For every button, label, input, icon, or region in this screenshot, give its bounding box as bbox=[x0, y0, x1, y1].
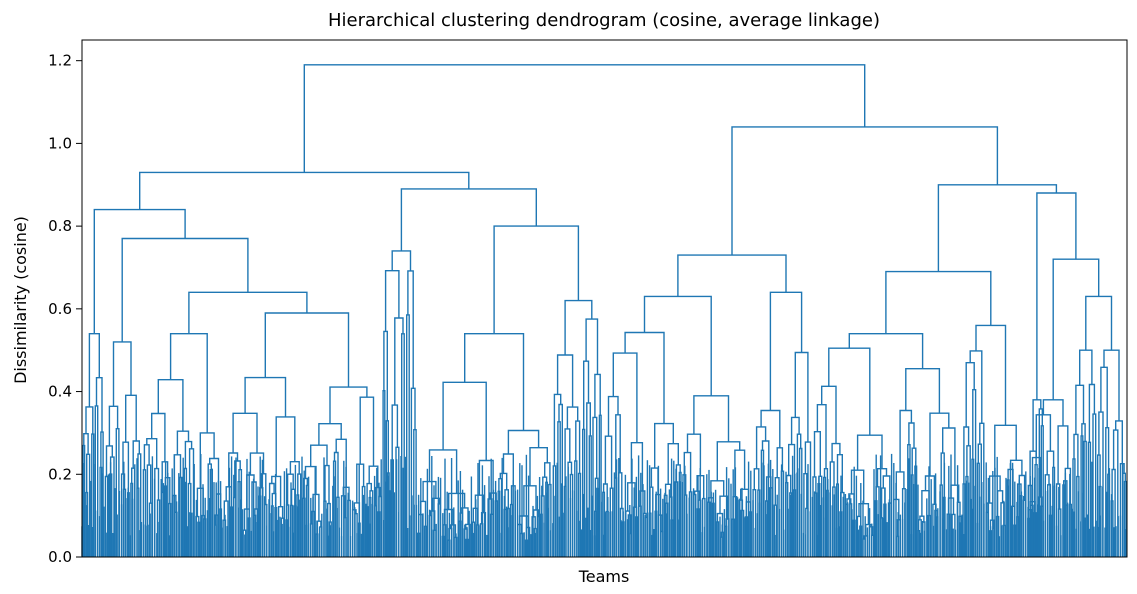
dendrogram-link bbox=[643, 295, 712, 396]
dendrogram-link bbox=[502, 453, 514, 486]
dendrogram-link bbox=[1103, 349, 1120, 421]
dendrogram-link bbox=[232, 412, 258, 454]
dendrogram-link bbox=[564, 299, 593, 355]
dendrogram-link bbox=[184, 440, 193, 469]
dendrogram-link bbox=[612, 352, 638, 443]
dendrogram-link bbox=[760, 409, 781, 448]
dendrogram-link bbox=[290, 488, 296, 507]
dendrogram-link bbox=[816, 404, 827, 469]
dendrogram-link bbox=[384, 270, 400, 332]
dendrogram-link bbox=[1115, 420, 1123, 464]
dendrogram-link bbox=[821, 385, 837, 444]
dendrogram-link bbox=[929, 412, 950, 476]
dendrogram-link bbox=[275, 416, 296, 477]
dendrogram-link bbox=[848, 333, 924, 369]
dendrogram-link bbox=[788, 443, 796, 490]
dendrogram-link bbox=[769, 291, 803, 411]
dendrogram-link bbox=[151, 412, 166, 462]
dendrogram-link bbox=[753, 468, 760, 491]
dendrogram-link bbox=[731, 126, 999, 256]
dendrogram-link bbox=[400, 188, 537, 251]
dendrogram-link bbox=[249, 452, 265, 475]
plot-frame bbox=[81, 39, 1128, 558]
dendrogram-link bbox=[329, 386, 368, 424]
dendrogram-link bbox=[139, 171, 470, 210]
dendrogram-link bbox=[856, 434, 883, 471]
dendrogram-link bbox=[504, 489, 509, 510]
dendrogram-link bbox=[716, 441, 741, 481]
dendrogram-link bbox=[1100, 366, 1108, 428]
dendrogram-link bbox=[125, 394, 137, 443]
y-tick-label: 1.2 bbox=[48, 52, 72, 70]
dendrogram-link bbox=[85, 406, 94, 435]
y-tick-label: 0.2 bbox=[48, 465, 72, 483]
dendrogram-link bbox=[442, 381, 487, 461]
dendrogram-link bbox=[88, 333, 100, 407]
dendrogram-link bbox=[105, 445, 113, 477]
dendrogram-link bbox=[876, 468, 888, 487]
dendrogram-link bbox=[828, 347, 871, 436]
dendrogram-link bbox=[1079, 349, 1093, 386]
dendrogram-link bbox=[885, 270, 992, 334]
dendrogram-link bbox=[556, 354, 574, 408]
dendrogram-link bbox=[813, 431, 821, 477]
x-axis-label: Teams bbox=[578, 567, 630, 586]
dendrogram-links bbox=[81, 64, 1127, 557]
dendrogram-link bbox=[996, 490, 1004, 517]
dendrogram-link bbox=[677, 254, 787, 297]
dendrogram-link bbox=[157, 379, 184, 432]
dendrogram-link bbox=[244, 376, 287, 417]
y-tick-label: 0.6 bbox=[48, 300, 72, 318]
dendrogram-link bbox=[176, 430, 190, 455]
dendrogram-link bbox=[654, 422, 674, 469]
dendrogram-link bbox=[324, 464, 330, 504]
dendrogram-link bbox=[686, 433, 702, 476]
dendrogram-link bbox=[794, 351, 809, 443]
dendrogram-link bbox=[921, 490, 930, 517]
dendrogram-link bbox=[831, 442, 841, 462]
dendrogram-link bbox=[604, 435, 613, 489]
dendrogram-link bbox=[1085, 295, 1113, 351]
dendrogram-link bbox=[112, 341, 132, 407]
dendrogram-link bbox=[121, 237, 249, 342]
y-axis-label: Dissimilarity (cosine) bbox=[11, 216, 30, 384]
y-tick-label: 1.0 bbox=[48, 134, 72, 152]
dendrogram-link bbox=[303, 64, 866, 173]
dendrogram-link bbox=[93, 208, 186, 334]
dendrogram-link bbox=[391, 250, 412, 271]
y-axis-ticks: 0.0 0.2 0.4 0.6 0.8 1.0 1.2 bbox=[48, 52, 82, 566]
dendrogram-link bbox=[507, 429, 540, 454]
chart-title: Hierarchical clustering dendrogram (cosi… bbox=[328, 10, 880, 31]
dendrogram-link bbox=[975, 324, 1007, 426]
y-tick-label: 0.0 bbox=[48, 548, 72, 566]
dendrogram-link bbox=[406, 314, 410, 557]
dendrogram-link bbox=[264, 312, 350, 388]
dendrogram-link bbox=[594, 373, 601, 418]
dendrogram-link bbox=[1057, 425, 1069, 484]
dendrogram-link bbox=[937, 184, 1058, 272]
dendrogram-link bbox=[544, 462, 551, 485]
dendrogram-link bbox=[318, 423, 342, 446]
y-tick-label: 0.8 bbox=[48, 217, 72, 235]
y-tick-label: 0.4 bbox=[48, 383, 72, 401]
dendrogram-link bbox=[624, 331, 665, 424]
dendrogram-link bbox=[607, 395, 619, 437]
dendrogram-link bbox=[1036, 192, 1077, 400]
dendrogram-link bbox=[905, 368, 941, 414]
dendrogram-link bbox=[359, 396, 375, 467]
dendrogram-link bbox=[1042, 399, 1064, 426]
dendrogram-link bbox=[169, 333, 208, 433]
